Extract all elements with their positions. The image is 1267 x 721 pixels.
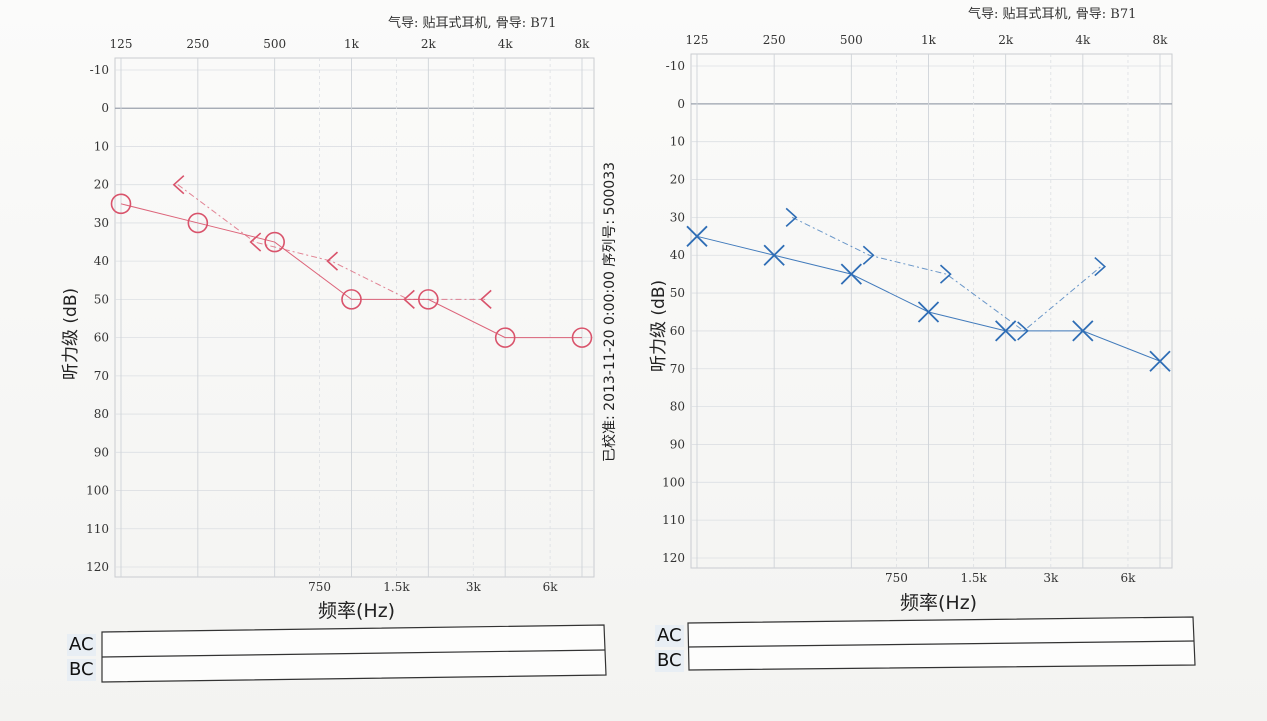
left-x-tick-bottom: 750 [308,580,331,594]
left-chart-xlabel: 频率(Hz) [318,600,396,622]
right-y-tick-label: 90 [670,437,685,451]
right-acbc-table [687,616,1196,671]
left-chart-title: 气导: 贴耳式耳机, 骨导: B71 [388,16,557,31]
left-ear-audiogram: -10 0 10 20 30 40 50 60 70 80 90 100 110 120 125 250 500… [86,37,595,594]
left-y-tick-label: 0 [101,101,109,115]
left-y-tick-label: 100 [86,484,109,498]
left-point-bracket [326,251,339,271]
left-x-tick-top: 4k [498,37,514,51]
right-y-tick-label: 10 [670,135,685,149]
right-chart-xlabel: 频率(Hz) [900,592,978,614]
right-y-tick-label: 30 [670,210,685,224]
right-ac-label: AC [655,625,684,647]
right-chart-ylabel: 听力级 (dB) [649,279,669,372]
right-chart-title: 气导: 贴耳式耳机, 骨导: B71 [968,7,1137,22]
right-y-tick-label: 70 [670,362,685,376]
left-x-tick-top: 250 [186,37,209,51]
right-point-cross [686,225,708,247]
right-x-tick-bottom: 750 [885,571,908,585]
left-y-tick-label: 40 [94,254,109,268]
left-point-circle [110,193,132,215]
right-x-tick-top: 8k [1153,33,1169,47]
left-y-tick-label: -10 [90,63,109,77]
left-point-circle [341,289,362,310]
left-point-bracket [403,289,415,309]
right-ear-audiogram: -10 0 10 20 30 40 50 60 70 80 90 100 110 120 125 250 500… [662,33,1173,585]
left-y-tick-label: 120 [86,560,109,574]
right-point-bracket [1017,321,1029,341]
left-acbc-table [101,624,607,683]
left-point-bracket [479,289,492,309]
right-point-bracket [862,245,875,265]
right-point-cross [1072,320,1094,342]
right-x-tick-top: 1k [921,33,937,47]
right-point-cross [995,320,1017,342]
right-y-tick-label: 20 [670,173,685,187]
right-x-tick-bottom: 6k [1121,571,1137,585]
left-point-circle [494,327,516,348]
right-point-bracket [1094,256,1107,277]
left-point-circle [187,212,209,234]
left-x-tick-top: 1k [344,37,360,51]
right-y-tick-label: 0 [677,97,685,111]
right-x-tick-bottom: 1.5k [960,571,987,585]
left-y-tick-label: 70 [94,369,109,383]
left-ac-label: AC [67,634,96,656]
right-point-cross [917,301,940,323]
left-y-tick-label: 90 [94,445,109,459]
right-x-tick-top: 2k [998,33,1014,47]
right-x-tick-top: 125 [686,33,709,47]
left-y-tick-label: 50 [94,292,109,306]
left-y-tick-label: 80 [94,407,109,421]
left-y-tick-label: 110 [86,522,109,536]
right-point-bracket [785,207,798,227]
right-y-tick-label: 120 [662,551,685,565]
left-y-tick-label: 10 [94,139,109,153]
left-point-bracket [172,175,185,195]
left-x-tick-bottom: 3k [466,580,482,594]
right-x-tick-top: 500 [840,33,863,47]
right-x-tick-top: 4k [1075,33,1091,47]
left-bc-label: BC [67,659,96,681]
left-point-circle [571,327,593,348]
left-x-tick-top: 125 [110,37,133,51]
right-point-cross [1149,350,1171,372]
right-y-tick-label: 110 [662,513,685,527]
right-y-tick-label: -10 [666,59,685,73]
right-point-cross [763,244,785,266]
left-x-tick-top: 500 [263,37,286,51]
right-point-cross [840,263,862,285]
right-x-tick-top: 250 [763,33,786,47]
right-series-1-line [791,216,1102,332]
right-y-tick-label: 60 [670,324,685,338]
left-x-tick-bottom: 1.5k [383,580,410,594]
left-point-bracket [249,232,262,252]
left-series-0-line [120,203,582,339]
left-y-tick-label: 30 [94,216,109,230]
left-y-tick-label: 60 [94,331,109,345]
right-x-tick-bottom: 3k [1043,571,1059,585]
left-plot-frame [114,57,595,578]
right-point-bracket [939,264,952,284]
left-y-tick-label: 20 [94,178,109,192]
right-y-tick-label: 100 [662,475,685,489]
right-y-tick-label: 50 [670,286,685,300]
right-y-tick-label: 80 [670,400,685,414]
left-point-circle [264,231,285,253]
right-y-tick-label: 40 [670,248,685,262]
right-bc-label: BC [655,650,684,672]
left-x-tick-top: 2k [421,37,437,51]
right-plot-frame [690,53,1173,569]
left-x-tick-top: 8k [575,37,591,51]
left-x-tick-bottom: 6k [543,580,559,594]
